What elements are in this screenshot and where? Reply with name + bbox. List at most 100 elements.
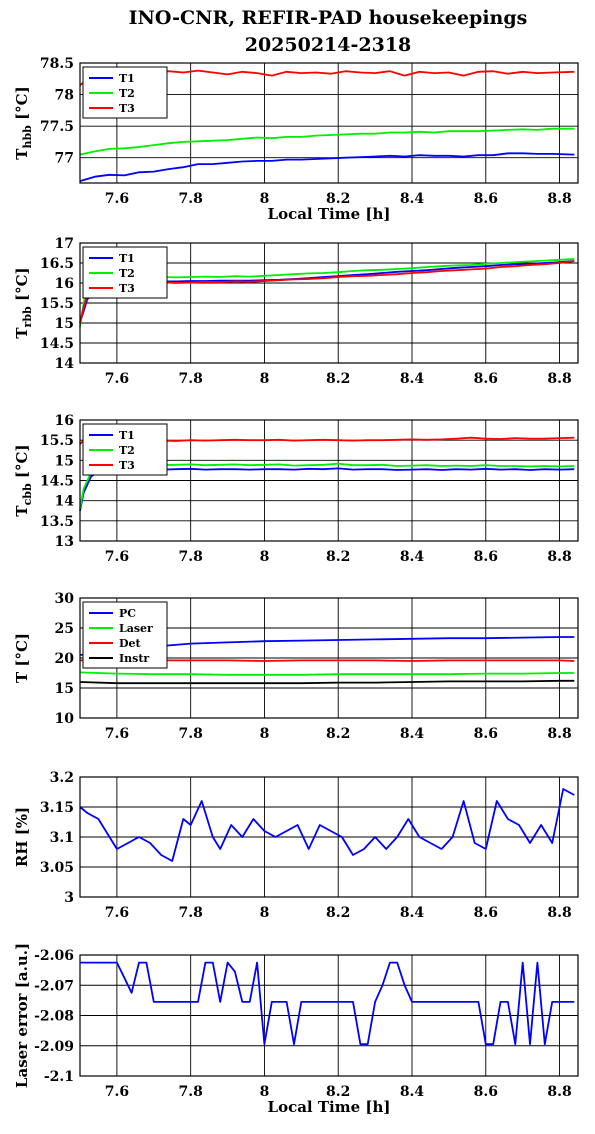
x-tick-label-6: 8.8 xyxy=(547,726,571,742)
legend: T1 T2 T3 xyxy=(82,66,168,119)
figure-title-line2: 20250214-2318 xyxy=(245,34,412,56)
y-axis-label: Trbb [°C] xyxy=(13,267,34,338)
plot-frame xyxy=(79,597,579,719)
y-tick-label-4: 10 xyxy=(55,711,75,727)
x-tick-label-1: 7.8 xyxy=(178,726,202,742)
plot-frame xyxy=(79,62,579,184)
y-axis-label: Thbb [°C] xyxy=(13,86,34,159)
x-tick-label-4: 8.4 xyxy=(400,1084,425,1100)
x-tick-label-4: 8.4 xyxy=(400,191,425,207)
charts-container: 78.5 78 77.5 77 7.6 7.8 8 8.2 8.4 8.6 8.8 Local Tim… xyxy=(13,56,579,1116)
chart-panel-1: 78.5 78 77.5 77 7.6 7.8 8 8.2 8.4 8.6 8.8 Local Tim… xyxy=(13,56,579,223)
x-tick-label-3: 8.2 xyxy=(326,726,350,742)
y-tick-label-3: 15.5 xyxy=(40,296,74,312)
plot-frame xyxy=(79,954,579,1077)
legend-label-1: T1 xyxy=(119,72,135,85)
legend-label-2: T2 xyxy=(119,87,135,100)
x-tick-label-1: 7.8 xyxy=(178,549,202,565)
legend: PC Laser Det Instr xyxy=(82,601,168,669)
chart-panel-5: 3.2 3.15 3.1 3.05 3 7.6 7.8 8 8.2 8.4 8.6 8.8 RH [%] xyxy=(13,770,579,921)
x-tick-label-6: 8.8 xyxy=(547,191,571,207)
y-tick-label-0: 3.2 xyxy=(50,770,74,786)
legend-label-3: Det xyxy=(119,637,142,650)
y-tick-label-2: 20 xyxy=(55,651,75,667)
y-tick-label-4: 14 xyxy=(55,494,75,510)
x-tick-label-2: 8 xyxy=(260,1084,270,1100)
legend-label-4: Instr xyxy=(119,652,149,665)
x-tick-label-3: 8.2 xyxy=(326,1084,350,1100)
y-tick-label-6: 14 xyxy=(55,356,75,372)
y-tick-label-2: 3.1 xyxy=(50,830,74,846)
x-tick-label-2: 8 xyxy=(260,905,270,921)
y-tick-label-0: 78.5 xyxy=(40,56,74,72)
series-line-2 xyxy=(79,671,575,676)
chart-panel-2: 17 16.5 16 15.5 15 14.5 14 7.6 7.8 8 8.2 8.4 8.6 8.8 T… xyxy=(13,236,579,387)
plot-frame xyxy=(79,419,579,542)
y-tick-label-4: 3 xyxy=(64,890,74,906)
y-tick-label-2: 77.5 xyxy=(40,119,74,135)
legend: T1 T2 T3 xyxy=(82,423,168,476)
x-tick-label-0: 7.6 xyxy=(105,549,129,565)
y-tick-label-0: -2.06 xyxy=(34,948,74,964)
y-tick-label-1: 78 xyxy=(55,88,74,104)
x-tick-label-4: 8.4 xyxy=(400,549,425,565)
legend-label-3: T3 xyxy=(119,459,135,472)
x-tick-label-2: 8 xyxy=(260,726,270,742)
legend: T1 T2 T3 xyxy=(82,246,168,299)
y-tick-label-3: 3.05 xyxy=(40,860,74,876)
x-tick-label-0: 7.6 xyxy=(105,371,129,387)
x-tick-label-0: 7.6 xyxy=(105,726,129,742)
x-tick-label-3: 8.2 xyxy=(326,905,350,921)
x-tick-label-6: 8.8 xyxy=(547,1084,571,1100)
x-tick-label-5: 8.6 xyxy=(474,371,498,387)
x-tick-label-6: 8.8 xyxy=(547,371,571,387)
y-tick-label-2: 16 xyxy=(55,276,74,292)
legend-label-1: T1 xyxy=(119,429,135,442)
x-tick-label-1: 7.8 xyxy=(178,191,202,207)
x-tick-label-1: 7.8 xyxy=(178,371,202,387)
plot-frame xyxy=(79,776,579,898)
series-line-2 xyxy=(79,127,575,156)
y-tick-label-1: 25 xyxy=(55,621,74,637)
y-tick-label-0: 30 xyxy=(55,591,75,607)
y-tick-label-6: 13 xyxy=(55,534,74,550)
series-line-4 xyxy=(79,679,575,685)
x-tick-label-6: 8.8 xyxy=(547,549,571,565)
y-axis-label: RH [%] xyxy=(13,807,31,867)
y-tick-label-0: 17 xyxy=(55,236,74,252)
x-tick-label-6: 8.8 xyxy=(547,905,571,921)
y-tick-label-1: -2.07 xyxy=(34,978,74,994)
y-tick-label-2: 15 xyxy=(55,453,74,469)
y-tick-label-3: 14.5 xyxy=(40,474,74,490)
x-tick-label-1: 7.8 xyxy=(178,905,202,921)
y-tick-label-3: 15 xyxy=(55,681,74,697)
y-tick-label-4: 15 xyxy=(55,316,74,332)
y-tick-label-2: -2.08 xyxy=(34,1009,74,1025)
x-tick-label-4: 8.4 xyxy=(400,726,425,742)
chart-panel-4: 30 25 20 15 10 7.6 7.8 8 8.2 8.4 8.6 8.8 T [°C] PC Las… xyxy=(13,591,579,742)
x-axis-label: Local Time [h] xyxy=(268,1098,391,1116)
x-tick-label-4: 8.4 xyxy=(400,905,425,921)
x-tick-label-3: 8.2 xyxy=(326,371,350,387)
series-line-1 xyxy=(79,152,575,182)
x-tick-label-3: 8.2 xyxy=(326,191,350,207)
legend-label-3: T3 xyxy=(119,282,135,295)
y-tick-label-0: 16 xyxy=(55,413,74,429)
legend-label-3: T3 xyxy=(119,102,135,115)
y-tick-label-3: 77 xyxy=(55,151,74,167)
x-tick-label-3: 8.2 xyxy=(326,549,350,565)
chart-panel-3: 16 15.5 15 14.5 14 13.5 13 7.6 7.8 8 8.2 8.4 8.6 8.8 T… xyxy=(13,413,579,565)
y-tick-label-1: 15.5 xyxy=(40,433,74,449)
y-axis-label: T [°C] xyxy=(13,633,31,683)
x-tick-label-5: 8.6 xyxy=(474,549,498,565)
legend-label-2: Laser xyxy=(119,622,153,635)
x-tick-label-5: 8.6 xyxy=(474,905,498,921)
x-tick-label-2: 8 xyxy=(260,549,270,565)
x-tick-label-5: 8.6 xyxy=(474,191,498,207)
chart-panel-6: -2.06 -2.07 -2.08 -2.09 -2.1 7.6 7.8 8 8.2 8.4 8.6… xyxy=(13,943,579,1116)
y-tick-label-5: 13.5 xyxy=(40,514,74,530)
plot-frame xyxy=(79,242,579,364)
x-tick-label-5: 8.6 xyxy=(474,726,498,742)
legend-label-1: T1 xyxy=(119,252,135,265)
